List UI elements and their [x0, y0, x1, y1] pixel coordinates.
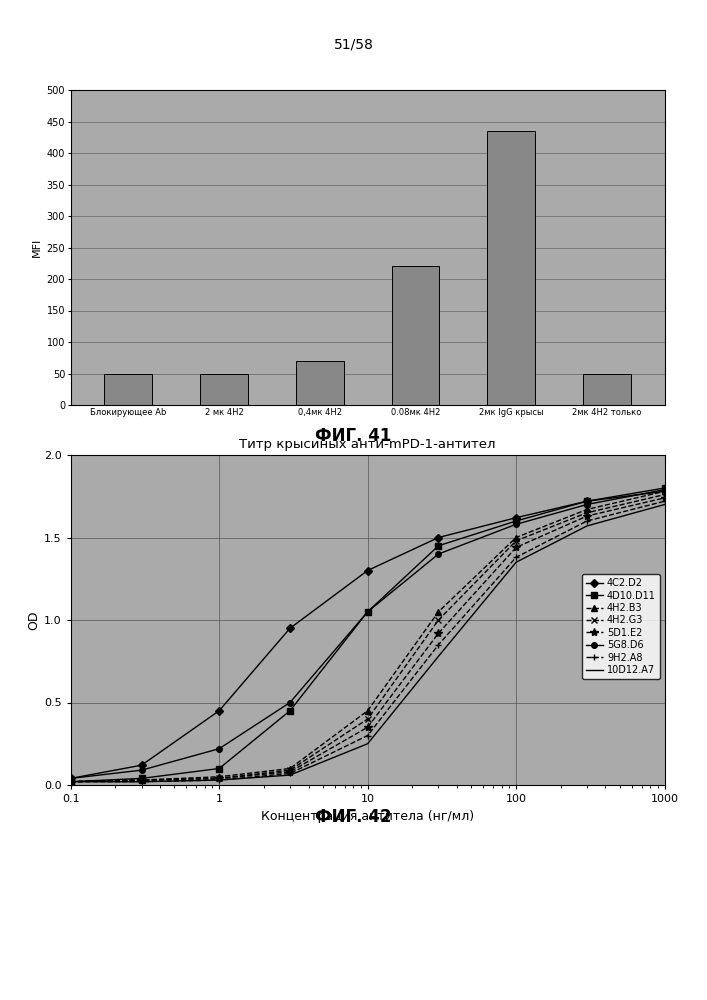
4D10.D11	[434, 540, 443, 552]
4C2.D2	[286, 622, 294, 634]
5G8.D6	[286, 696, 294, 708]
5D1.E2	[137, 774, 146, 786]
4D10.D11	[583, 495, 591, 507]
4H2.G3	[137, 774, 146, 786]
4H2.B3	[363, 705, 372, 717]
10D12.A7	[286, 769, 294, 781]
5G8.D6	[512, 518, 520, 530]
9H2.A8	[363, 730, 372, 742]
4D10.D11	[137, 772, 146, 784]
Line: 4C2.D2: 4C2.D2	[68, 489, 667, 781]
5G8.D6	[434, 548, 443, 560]
Bar	[104, 373, 152, 405]
4H2.G3	[512, 535, 520, 547]
9H2.A8	[583, 515, 591, 527]
Text: 51/58: 51/58	[334, 37, 373, 51]
9H2.A8	[434, 639, 443, 651]
Line: 10D12.A7: 10D12.A7	[71, 504, 665, 782]
4H2.G3	[660, 489, 669, 501]
4D10.D11	[363, 606, 372, 618]
10D12.A7	[583, 520, 591, 532]
4H2.B3	[286, 762, 294, 774]
Text: ФИГ. 41: ФИГ. 41	[315, 427, 392, 445]
5D1.E2	[660, 492, 669, 504]
5G8.D6	[583, 499, 591, 510]
Bar	[487, 131, 535, 405]
4H2.G3	[363, 713, 372, 725]
5D1.E2	[512, 541, 520, 553]
Line: 4H2.G3: 4H2.G3	[67, 491, 668, 785]
4H2.G3	[286, 764, 294, 776]
4D10.D11	[215, 762, 223, 774]
5D1.E2	[66, 776, 75, 788]
5D1.E2	[434, 627, 443, 639]
9H2.A8	[215, 774, 223, 786]
5G8.D6	[215, 743, 223, 755]
9H2.A8	[66, 776, 75, 788]
Bar	[583, 373, 631, 405]
4H2.G3	[215, 772, 223, 784]
4C2.D2	[215, 705, 223, 717]
4D10.D11	[286, 705, 294, 717]
4H2.G3	[434, 614, 443, 626]
Bar	[296, 361, 344, 405]
10D12.A7	[215, 774, 223, 786]
Line: 4H2.B3: 4H2.B3	[68, 489, 667, 784]
5D1.E2	[363, 721, 372, 733]
Line: 9H2.A8: 9H2.A8	[67, 498, 668, 785]
Text: ФИГ. 42: ФИГ. 42	[315, 808, 392, 826]
5G8.D6	[137, 764, 146, 776]
4H2.B3	[66, 776, 75, 788]
Line: 4D10.D11: 4D10.D11	[68, 485, 667, 784]
4D10.D11	[512, 515, 520, 527]
10D12.A7	[660, 499, 669, 510]
Title: Титр крысиных анти-mPD-1-антител: Титр крысиных анти-mPD-1-антител	[240, 438, 496, 451]
5G8.D6	[660, 484, 669, 496]
4C2.D2	[434, 532, 443, 544]
5D1.E2	[583, 510, 591, 522]
4C2.D2	[512, 512, 520, 524]
Bar	[200, 373, 248, 405]
X-axis label: Концентрация антитела (нг/мл): Концентрация антитела (нг/мл)	[261, 810, 474, 823]
5D1.E2	[286, 766, 294, 778]
Line: 5G8.D6: 5G8.D6	[68, 487, 667, 781]
9H2.A8	[137, 776, 146, 788]
4H2.G3	[583, 507, 591, 519]
4H2.B3	[583, 503, 591, 515]
4H2.B3	[660, 485, 669, 497]
Y-axis label: MFI: MFI	[33, 238, 42, 257]
5G8.D6	[66, 772, 75, 784]
4C2.D2	[583, 495, 591, 507]
10D12.A7	[66, 776, 75, 788]
9H2.A8	[660, 495, 669, 507]
4H2.G3	[66, 776, 75, 788]
Line: 5D1.E2: 5D1.E2	[66, 494, 669, 786]
9H2.A8	[286, 767, 294, 779]
10D12.A7	[363, 738, 372, 750]
10D12.A7	[137, 776, 146, 788]
10D12.A7	[512, 556, 520, 568]
4H2.B3	[137, 774, 146, 786]
4C2.D2	[137, 759, 146, 771]
5D1.E2	[215, 772, 223, 784]
4H2.B3	[215, 771, 223, 783]
4C2.D2	[66, 772, 75, 784]
Y-axis label: OD: OD	[27, 610, 40, 630]
4C2.D2	[363, 564, 372, 576]
5G8.D6	[363, 606, 372, 618]
4D10.D11	[660, 482, 669, 494]
Bar	[392, 266, 440, 405]
Legend: 4C2.D2, 4D10.D11, 4H2.B3, 4H2.G3, 5D1.E2, 5G8.D6, 9H2.A8, 10D12.A7: 4C2.D2, 4D10.D11, 4H2.B3, 4H2.G3, 5D1.E2…	[582, 574, 660, 679]
4C2.D2	[660, 485, 669, 497]
4D10.D11	[66, 776, 75, 788]
4H2.B3	[512, 532, 520, 544]
9H2.A8	[512, 551, 520, 563]
10D12.A7	[434, 650, 443, 662]
4H2.B3	[434, 606, 443, 618]
